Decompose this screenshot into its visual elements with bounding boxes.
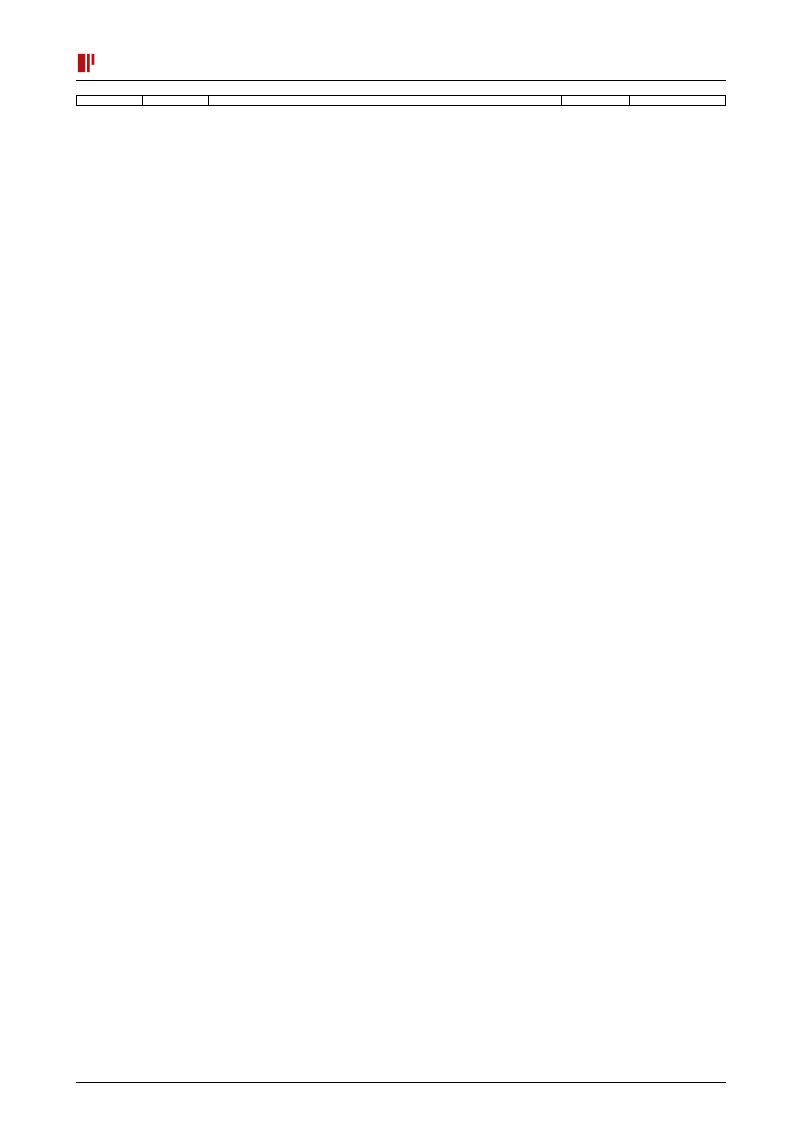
col-scale [562, 96, 630, 106]
col-name [209, 96, 562, 106]
table-header-row [77, 96, 726, 106]
header [76, 52, 726, 74]
fund-table [76, 95, 726, 106]
footer-rule [76, 1082, 726, 1083]
footer [0, 1082, 802, 1089]
col-type [77, 96, 143, 106]
col-date [630, 96, 726, 106]
company-logo [76, 52, 104, 74]
col-code [143, 96, 209, 106]
logo-icon [76, 52, 98, 74]
header-rule [76, 80, 726, 81]
